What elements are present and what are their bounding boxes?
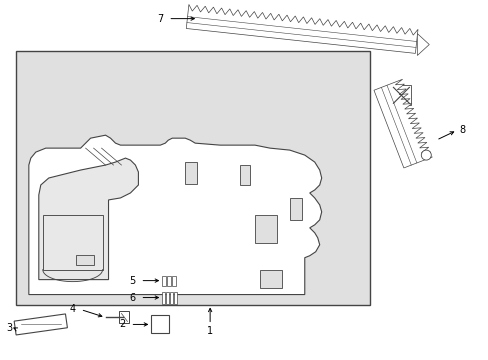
Bar — [151, 315, 169, 333]
Bar — [172, 276, 176, 285]
Bar — [289, 198, 301, 220]
Text: 1: 1 — [206, 327, 213, 336]
Circle shape — [421, 150, 430, 160]
Polygon shape — [186, 4, 417, 53]
Bar — [119, 311, 129, 323]
Bar — [162, 292, 165, 303]
Bar — [166, 292, 169, 303]
Bar — [76, 255, 93, 265]
Polygon shape — [416, 33, 428, 55]
Bar — [240, 165, 249, 185]
Bar — [14, 314, 67, 335]
Bar — [254, 215, 276, 243]
Bar — [390, 85, 410, 105]
Bar — [167, 276, 171, 285]
Bar — [174, 292, 177, 303]
Bar — [170, 292, 173, 303]
Text: 8: 8 — [458, 125, 464, 135]
Polygon shape — [39, 158, 138, 280]
Polygon shape — [373, 79, 431, 168]
Text: 4: 4 — [69, 305, 76, 315]
Bar — [42, 215, 102, 270]
Bar — [185, 162, 197, 184]
Polygon shape — [29, 135, 321, 294]
Bar — [260, 270, 281, 288]
Text: 5: 5 — [129, 276, 135, 285]
Bar — [162, 276, 166, 285]
Circle shape — [155, 319, 165, 329]
Text: 2: 2 — [119, 319, 125, 329]
Text: 6: 6 — [129, 293, 135, 302]
Text: 3: 3 — [6, 323, 12, 333]
Bar — [16, 50, 369, 305]
Text: 7: 7 — [157, 14, 163, 24]
